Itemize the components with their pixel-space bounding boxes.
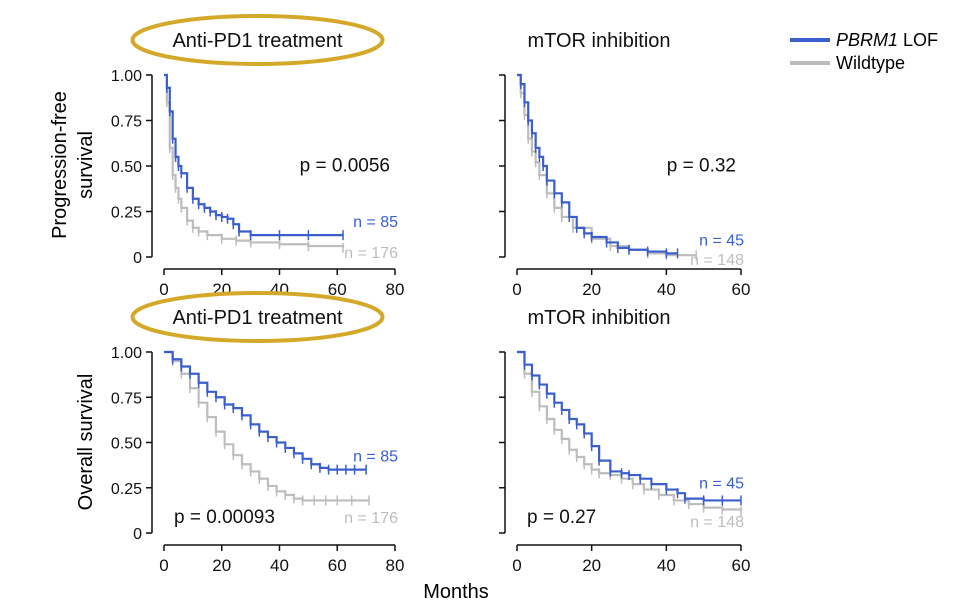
x-tick-label: 40 xyxy=(270,556,289,575)
legend-lof-suffix: LOF xyxy=(898,30,938,50)
x-tick-label: 0 xyxy=(512,280,521,299)
title-highlight-ellipse xyxy=(130,291,385,343)
n-label-wildtype: n = 148 xyxy=(690,252,744,269)
row-label-os: Overall survival xyxy=(75,374,97,511)
x-tick-label: 0 xyxy=(512,556,521,575)
panel-title: mTOR inhibition xyxy=(527,307,670,329)
y-tick-label: 0.75 xyxy=(111,114,142,131)
row-label-pfs-line2: survival xyxy=(75,131,97,199)
x-tick-label: 60 xyxy=(328,280,347,299)
y-tick-label: 0.50 xyxy=(111,436,142,453)
km-curve-lof xyxy=(517,73,678,255)
y-tick-label: 0.75 xyxy=(111,390,142,407)
n-label-lof: n = 85 xyxy=(353,449,398,466)
n-label-wildtype: n = 148 xyxy=(690,514,744,531)
panel-title: Anti-PD1 treatment xyxy=(172,30,343,52)
panel-title: Anti-PD1 treatment xyxy=(172,307,343,329)
p-value-label: p = 0.00093 xyxy=(174,507,275,528)
n-label-lof: n = 45 xyxy=(699,475,744,492)
n-label-wildtype: n = 176 xyxy=(344,245,398,262)
y-tick-label: 0 xyxy=(133,250,142,267)
y-tick-label: 0.25 xyxy=(111,205,142,222)
x-tick-label: 20 xyxy=(582,556,601,575)
legend: PBRM1 LOF Wildtype xyxy=(790,30,938,73)
panel-4: mTOR inhibition 0 20 40 60 n = 45 n = 148 p = 0… xyxy=(499,307,750,575)
n-label-lof: n = 85 xyxy=(353,214,398,231)
legend-lof-gene: PBRM1 xyxy=(836,30,898,50)
y-tick-label: 1.00 xyxy=(111,345,142,362)
x-tick-label: 80 xyxy=(386,556,405,575)
km-curve-lof xyxy=(164,350,367,471)
legend-wildtype-label: Wildtype xyxy=(836,53,905,73)
y-tick-label: 0 xyxy=(133,526,142,543)
y-tick-label: 0.25 xyxy=(111,481,142,498)
x-tick-label: 80 xyxy=(386,280,405,299)
p-value-label: p = 0.0056 xyxy=(300,155,390,176)
p-value-label: p = 0.32 xyxy=(667,155,736,176)
panel-3: Anti-PD1 treatment 0 0.25 0.50 0.75 1.00 0 20 40… xyxy=(111,291,405,575)
x-tick-label: 40 xyxy=(657,556,676,575)
n-label-wildtype: n = 176 xyxy=(344,510,398,527)
panel-2: mTOR inhibition 0 20 40 60 n = 45 n = 148 p = 0… xyxy=(499,30,750,299)
x-tick-label: 0 xyxy=(159,556,168,575)
title-highlight-ellipse xyxy=(130,14,385,66)
p-value-label: p = 0.27 xyxy=(527,507,596,528)
n-label-lof: n = 45 xyxy=(699,232,744,249)
y-tick-label: 1.00 xyxy=(111,68,142,85)
x-tick-label: 40 xyxy=(270,280,289,299)
legend-lof-label: PBRM1 LOF xyxy=(836,30,938,50)
x-tick-label: 60 xyxy=(732,280,751,299)
x-tick-label: 60 xyxy=(732,556,751,575)
x-tick-label: 20 xyxy=(212,556,231,575)
x-tick-label: 40 xyxy=(657,280,676,299)
panel-title: mTOR inhibition xyxy=(527,30,670,52)
x-axis-label: Months xyxy=(423,581,489,603)
x-tick-label: 0 xyxy=(159,280,168,299)
row-label-pfs-line1: Progression-free xyxy=(49,91,71,239)
x-tick-label: 20 xyxy=(582,280,601,299)
km-curve-wildtype xyxy=(164,350,370,502)
x-tick-label: 60 xyxy=(328,556,347,575)
y-tick-label: 0.50 xyxy=(111,159,142,176)
